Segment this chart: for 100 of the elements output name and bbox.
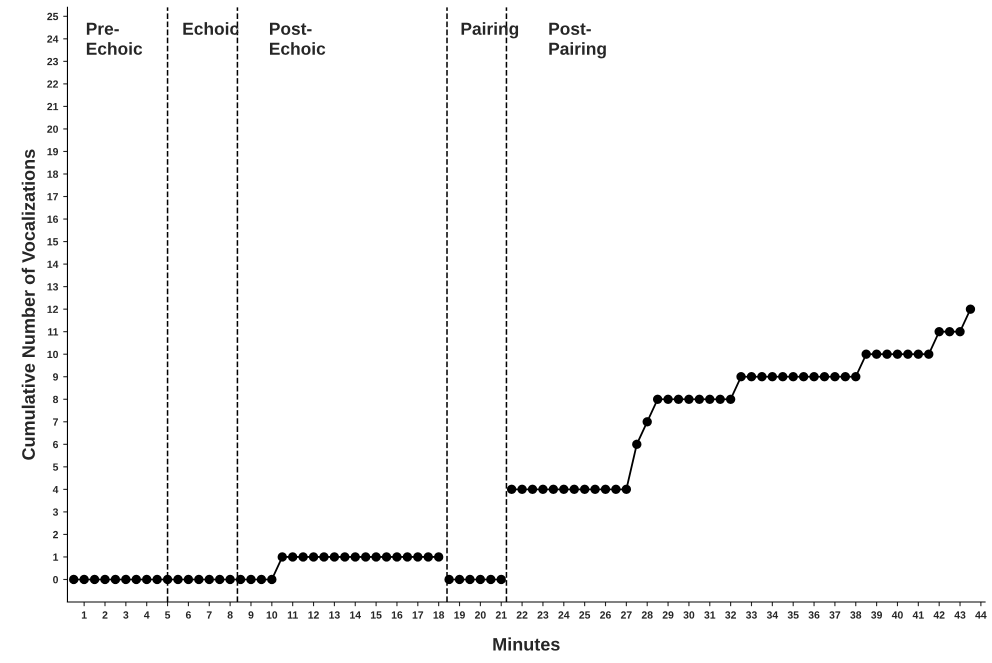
- x-tick-label: 32: [725, 611, 736, 619]
- point: [538, 484, 548, 494]
- y-tick-label: 1: [53, 554, 58, 561]
- x-tick-label: 41: [912, 611, 924, 619]
- point: [830, 372, 840, 382]
- point: [872, 350, 882, 359]
- point: [955, 326, 965, 336]
- point: [413, 552, 422, 562]
- point: [924, 350, 934, 359]
- x-tick-label: 17: [412, 611, 424, 619]
- point: [632, 440, 642, 449]
- x-tick-label: 8: [228, 611, 233, 619]
- point: [882, 350, 892, 359]
- x-tick-label: 29: [662, 611, 674, 619]
- y-tick-label: 2: [52, 530, 58, 538]
- point: [663, 394, 673, 404]
- point: [382, 552, 392, 562]
- point: [256, 574, 266, 584]
- y-tick-label: 10: [48, 350, 58, 358]
- point: [642, 417, 652, 426]
- point: [194, 574, 204, 584]
- point: [350, 552, 360, 562]
- point: [69, 574, 78, 584]
- point: [851, 372, 860, 382]
- x-tick-label: 27: [620, 611, 632, 619]
- y-tick-label: 8: [52, 396, 58, 404]
- point: [746, 372, 756, 382]
- x-tick-label: 4: [144, 611, 150, 619]
- y-tick-label: 15: [48, 238, 58, 246]
- point: [486, 574, 496, 584]
- point: [798, 372, 808, 382]
- y-tick-label: 25: [47, 12, 58, 20]
- x-tick-label: 16: [392, 611, 402, 619]
- point: [914, 350, 924, 359]
- point: [330, 552, 340, 562]
- x-tick-label: 42: [934, 611, 945, 619]
- point: [862, 350, 871, 359]
- point: [570, 484, 579, 494]
- annotation: Pairing: [462, 22, 518, 38]
- point: [371, 552, 381, 562]
- x-tick-label: 3: [123, 611, 128, 619]
- x-tick-label: 19: [454, 611, 465, 619]
- x-tick-label: 44: [975, 611, 987, 619]
- x-tick-label: 13: [329, 611, 340, 619]
- point: [100, 574, 110, 584]
- point: [225, 574, 235, 584]
- point: [454, 574, 464, 584]
- point: [298, 552, 308, 562]
- y-tick-label: 12: [48, 306, 58, 313]
- point: [944, 326, 954, 336]
- x-tick-label: 7: [206, 611, 212, 619]
- x-tick-label: 40: [892, 611, 903, 619]
- x-tick-label: 18: [434, 611, 444, 619]
- point: [559, 484, 568, 494]
- y-tick-label: 19: [48, 148, 58, 156]
- point: [892, 350, 902, 359]
- point: [79, 574, 89, 584]
- point: [611, 484, 621, 494]
- y-tick-label: 17: [48, 193, 58, 200]
- point: [142, 574, 152, 584]
- point: [236, 574, 246, 584]
- x-tick-label: 43: [954, 611, 966, 619]
- point: [788, 372, 798, 382]
- point: [716, 394, 725, 404]
- point: [424, 552, 433, 562]
- point: [215, 574, 224, 584]
- point: [204, 574, 214, 584]
- point: [528, 484, 538, 494]
- x-tick-label: 6: [186, 611, 191, 619]
- y-tick-label: 21: [47, 102, 58, 110]
- x-tick-label: 26: [600, 611, 611, 619]
- point: [694, 394, 704, 404]
- x-tick-label: 24: [558, 611, 570, 619]
- point: [768, 372, 778, 382]
- point: [726, 394, 736, 404]
- annotation: Echoic: [183, 22, 239, 35]
- y-tick-label: 20: [47, 125, 58, 133]
- x-tick-label: 23: [538, 611, 548, 619]
- point: [966, 304, 976, 314]
- y-tick-label: 11: [48, 328, 58, 336]
- annotation: Post- Pairing: [549, 22, 606, 58]
- point: [476, 574, 486, 584]
- x-tick-label: 39: [871, 611, 882, 619]
- point: [580, 484, 590, 494]
- y-tick-label: 9: [52, 373, 58, 381]
- annotation: Post- Echoic: [270, 22, 326, 55]
- x-tick-label: 25: [579, 611, 590, 619]
- point: [548, 484, 558, 494]
- point: [278, 552, 287, 562]
- point: [246, 574, 256, 584]
- point: [517, 484, 527, 494]
- y-tick-label: 23: [47, 58, 58, 66]
- x-axis-title: Minutes: [493, 637, 560, 651]
- point: [705, 394, 714, 404]
- point: [434, 552, 444, 562]
- x-tick-label: 35: [788, 611, 799, 619]
- x-tick-label: 21: [496, 611, 507, 619]
- point: [392, 552, 402, 562]
- x-tick-label: 14: [350, 611, 361, 619]
- point: [267, 574, 277, 584]
